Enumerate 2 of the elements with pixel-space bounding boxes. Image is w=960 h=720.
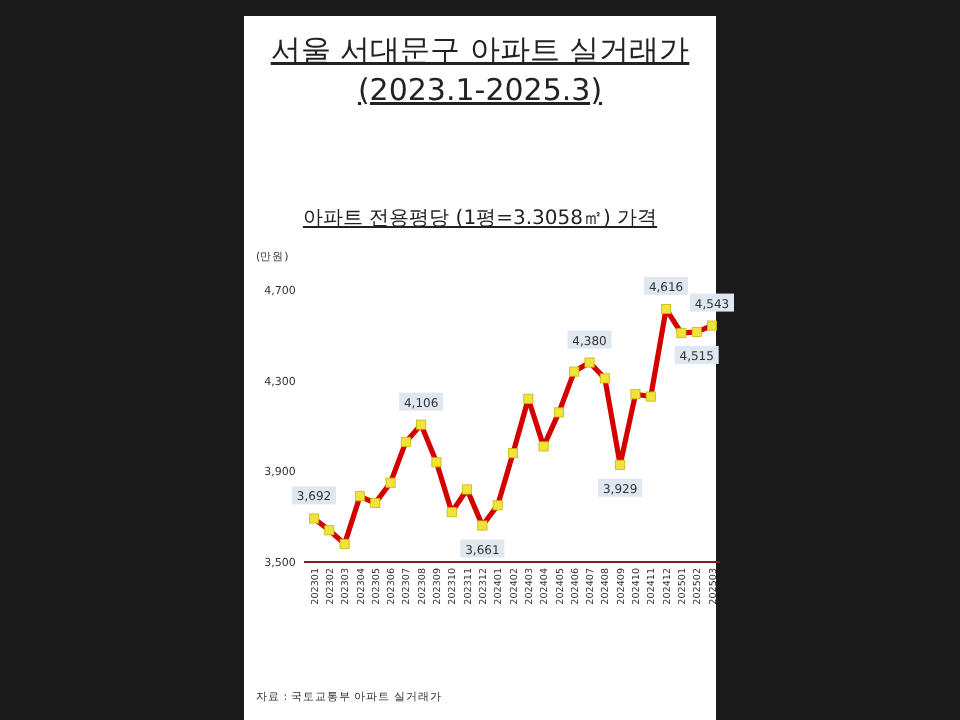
chart-subtitle: 아파트 전용평당 (1평=3.3058㎡) 가격 [302, 208, 658, 230]
chart-title: 서울 서대문구 아파트 실거래가 (2023.1-2025.3) [270, 32, 690, 108]
